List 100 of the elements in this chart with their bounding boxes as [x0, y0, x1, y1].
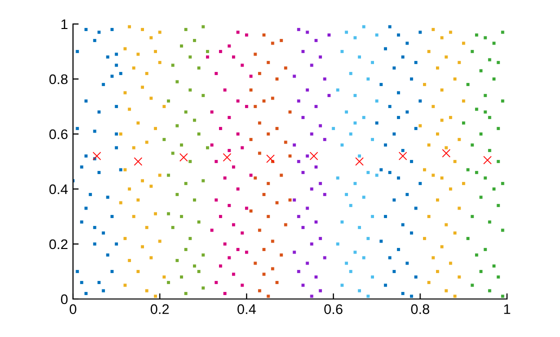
point [332, 126, 335, 130]
point [344, 110, 348, 114]
point [475, 33, 478, 37]
point [401, 223, 404, 226]
point [310, 187, 314, 191]
point [214, 160, 218, 164]
point [444, 146, 448, 150]
point [475, 108, 478, 111]
point [328, 33, 331, 37]
point [134, 157, 142, 166]
point [266, 182, 270, 186]
point [232, 165, 236, 169]
point [440, 118, 444, 122]
point [470, 143, 474, 147]
point [223, 242, 226, 246]
point [496, 60, 500, 64]
point [406, 42, 409, 45]
point [166, 280, 170, 284]
point [297, 270, 300, 274]
point [340, 50, 344, 54]
point [114, 52, 118, 56]
point [114, 146, 118, 150]
point [124, 168, 127, 172]
point [449, 187, 452, 191]
point [84, 99, 88, 103]
point [258, 228, 262, 232]
point [362, 256, 366, 260]
point [436, 66, 440, 70]
point [110, 74, 114, 78]
point [236, 187, 240, 191]
point [219, 126, 222, 130]
point [271, 267, 274, 270]
point [442, 149, 450, 158]
point [297, 214, 300, 218]
point [501, 294, 504, 298]
point [223, 292, 226, 296]
point [440, 245, 444, 248]
point [466, 168, 470, 172]
point [275, 280, 279, 284]
point [370, 60, 374, 64]
point [479, 132, 483, 136]
point [406, 262, 409, 265]
point [232, 55, 236, 59]
point [396, 176, 400, 180]
point [145, 140, 148, 144]
point [119, 168, 122, 172]
point [236, 30, 240, 34]
point [232, 272, 236, 276]
point [249, 88, 252, 92]
point [184, 248, 188, 252]
point [453, 160, 456, 164]
point [488, 220, 492, 224]
point [340, 143, 344, 147]
point [76, 126, 79, 130]
point [488, 289, 492, 292]
point [223, 176, 226, 180]
point [266, 132, 270, 136]
point [132, 146, 136, 150]
point [228, 148, 231, 152]
point [366, 77, 370, 81]
point [162, 104, 166, 108]
point [370, 214, 374, 218]
point [422, 236, 426, 240]
point [396, 91, 400, 94]
point [462, 121, 466, 125]
point [453, 77, 456, 81]
point [249, 74, 252, 78]
point [271, 96, 274, 100]
point [280, 174, 283, 177]
point [436, 270, 440, 274]
point [128, 258, 131, 262]
point [318, 236, 322, 240]
point [301, 116, 305, 120]
point [375, 121, 378, 125]
point [344, 30, 348, 34]
point [184, 182, 188, 186]
point [349, 72, 352, 76]
point [323, 192, 326, 196]
point [388, 104, 392, 108]
point [192, 198, 196, 202]
point [336, 88, 340, 92]
point [171, 64, 174, 67]
point [236, 132, 240, 136]
point [453, 231, 456, 235]
point [232, 223, 236, 226]
point [501, 30, 504, 34]
point [392, 66, 396, 70]
point [288, 110, 292, 114]
point [179, 153, 188, 162]
point [228, 116, 231, 120]
point [422, 168, 426, 172]
point [206, 55, 210, 59]
point [384, 214, 388, 218]
point [318, 55, 322, 59]
point [375, 99, 378, 103]
point [84, 28, 88, 32]
point [432, 104, 435, 108]
point [119, 72, 122, 76]
point [114, 132, 118, 136]
point [210, 143, 214, 147]
